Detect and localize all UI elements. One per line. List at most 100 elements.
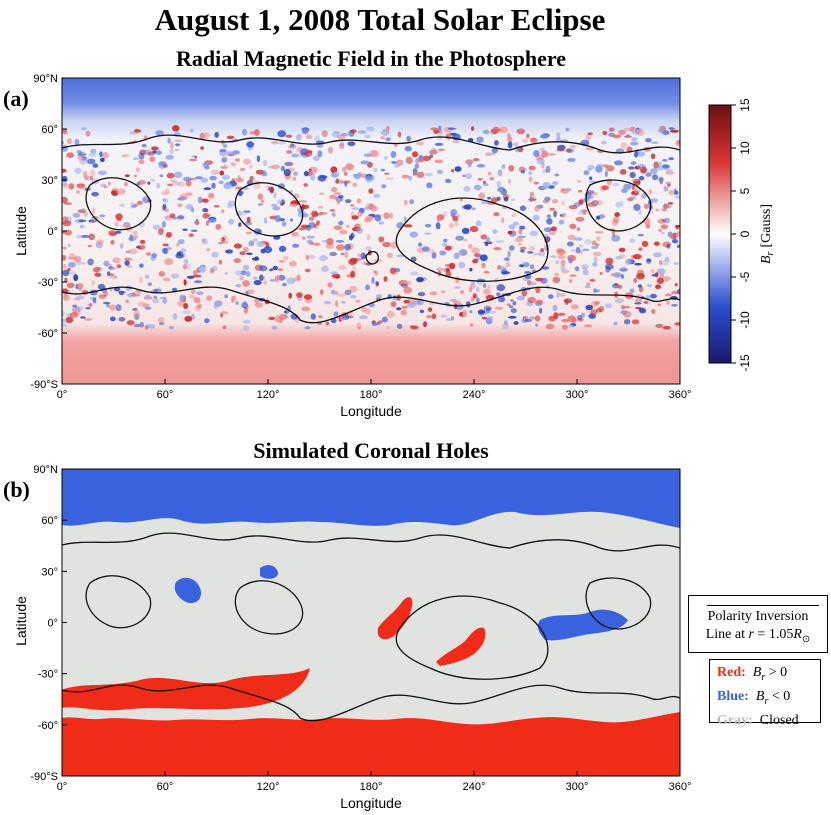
- field-speckle: [110, 316, 116, 322]
- field-speckle: [292, 176, 297, 181]
- field-speckle: [340, 132, 348, 137]
- field-speckle: [344, 251, 349, 259]
- field-speckle: [374, 214, 382, 222]
- field-speckle: [233, 258, 242, 264]
- field-speckle: [487, 284, 491, 289]
- field-speckle: [210, 169, 220, 175]
- field-speckle: [293, 171, 298, 176]
- field-speckle: [462, 174, 466, 178]
- field-speckle: [529, 245, 535, 251]
- field-speckle: [82, 208, 86, 215]
- field-speckle: [469, 323, 474, 327]
- field-speckle: [665, 299, 670, 306]
- field-speckle: [296, 274, 301, 282]
- colorbar-tick-label: -15: [738, 354, 752, 372]
- field-speckle: [658, 176, 664, 183]
- field-speckle: [279, 314, 288, 320]
- field-speckle: [506, 303, 511, 307]
- field-speckle: [544, 196, 551, 202]
- field-speckle: [574, 266, 580, 272]
- field-speckle: [532, 196, 536, 202]
- field-speckle: [138, 180, 147, 185]
- field-speckle: [489, 176, 495, 181]
- field-speckle: [175, 143, 181, 147]
- field-speckle: [248, 240, 255, 247]
- field-speckle: [496, 292, 501, 296]
- field-speckle: [184, 315, 193, 322]
- field-speckle: [256, 155, 261, 163]
- field-speckle: [487, 171, 492, 176]
- field-speckle: [662, 204, 670, 209]
- field-speckle: [583, 170, 590, 176]
- field-speckle: [447, 127, 456, 130]
- field-speckle: [239, 167, 246, 172]
- field-speckle: [108, 230, 116, 234]
- panel-a-xtick-label: 240°: [463, 389, 486, 401]
- field-speckle: [591, 240, 597, 246]
- field-speckle: [510, 299, 514, 302]
- field-speckle: [664, 293, 673, 297]
- field-speckle: [620, 200, 624, 208]
- field-speckle: [454, 286, 461, 289]
- field-speckle: [453, 252, 460, 260]
- field-speckle: [542, 182, 551, 188]
- field-speckle: [333, 171, 340, 175]
- field-speckle: [501, 164, 506, 170]
- field-speckle: [441, 243, 448, 247]
- field-speckle: [303, 170, 309, 177]
- field-speckle: [561, 324, 569, 330]
- field-speckle: [119, 203, 125, 208]
- field-speckle: [72, 212, 81, 218]
- field-speckle: [68, 183, 75, 190]
- field-speckle: [410, 271, 419, 276]
- field-speckle: [426, 315, 432, 319]
- field-speckle: [319, 212, 328, 215]
- field-speckle: [331, 131, 340, 138]
- field-speckle: [619, 169, 627, 175]
- field-speckle: [482, 129, 490, 135]
- field-speckle: [109, 273, 114, 277]
- field-speckle: [312, 155, 320, 162]
- field-speckle: [557, 312, 566, 316]
- colorbar-label-unit: [Gauss]: [759, 204, 774, 248]
- field-speckle: [344, 181, 348, 187]
- field-speckle: [481, 316, 487, 320]
- field-speckle: [243, 246, 249, 253]
- field-speckle: [648, 189, 653, 195]
- field-speckle: [655, 208, 660, 212]
- field-speckle: [470, 297, 474, 302]
- field-speckle: [170, 273, 180, 279]
- field-speckle: [534, 205, 540, 213]
- field-speckle: [645, 172, 652, 177]
- field-speckle: [670, 233, 678, 240]
- panel-a-ytick-label: 60°: [41, 124, 58, 136]
- field-speckle: [242, 209, 248, 216]
- field-speckle: [249, 175, 254, 182]
- field-speckle: [547, 153, 557, 156]
- panel-a-ytick-label: -90°S: [30, 379, 58, 391]
- field-speckle: [412, 172, 417, 176]
- field-speckle: [473, 184, 482, 191]
- field-speckle: [675, 225, 680, 230]
- field-speckle: [485, 317, 493, 325]
- field-speckle: [360, 160, 370, 165]
- field-speckle: [502, 322, 509, 330]
- field-speckle: [124, 174, 130, 178]
- field-speckle: [628, 183, 632, 188]
- field-speckle: [318, 205, 324, 209]
- field-speckle: [355, 227, 363, 234]
- field-speckle: [666, 243, 671, 249]
- field-speckle: [331, 212, 336, 217]
- pil-legend-label-1: Polarity Inversion: [707, 609, 809, 624]
- field-speckle: [69, 271, 77, 276]
- field-speckle: [79, 224, 85, 229]
- field-speckle: [524, 271, 532, 274]
- field-speckle: [62, 254, 67, 261]
- field-speckle: [281, 221, 287, 227]
- field-speckle: [89, 175, 94, 181]
- field-speckle: [443, 211, 447, 218]
- field-speckle: [338, 179, 343, 185]
- field-speckle: [443, 238, 448, 243]
- field-speckle: [66, 152, 75, 158]
- field-speckle: [97, 283, 106, 290]
